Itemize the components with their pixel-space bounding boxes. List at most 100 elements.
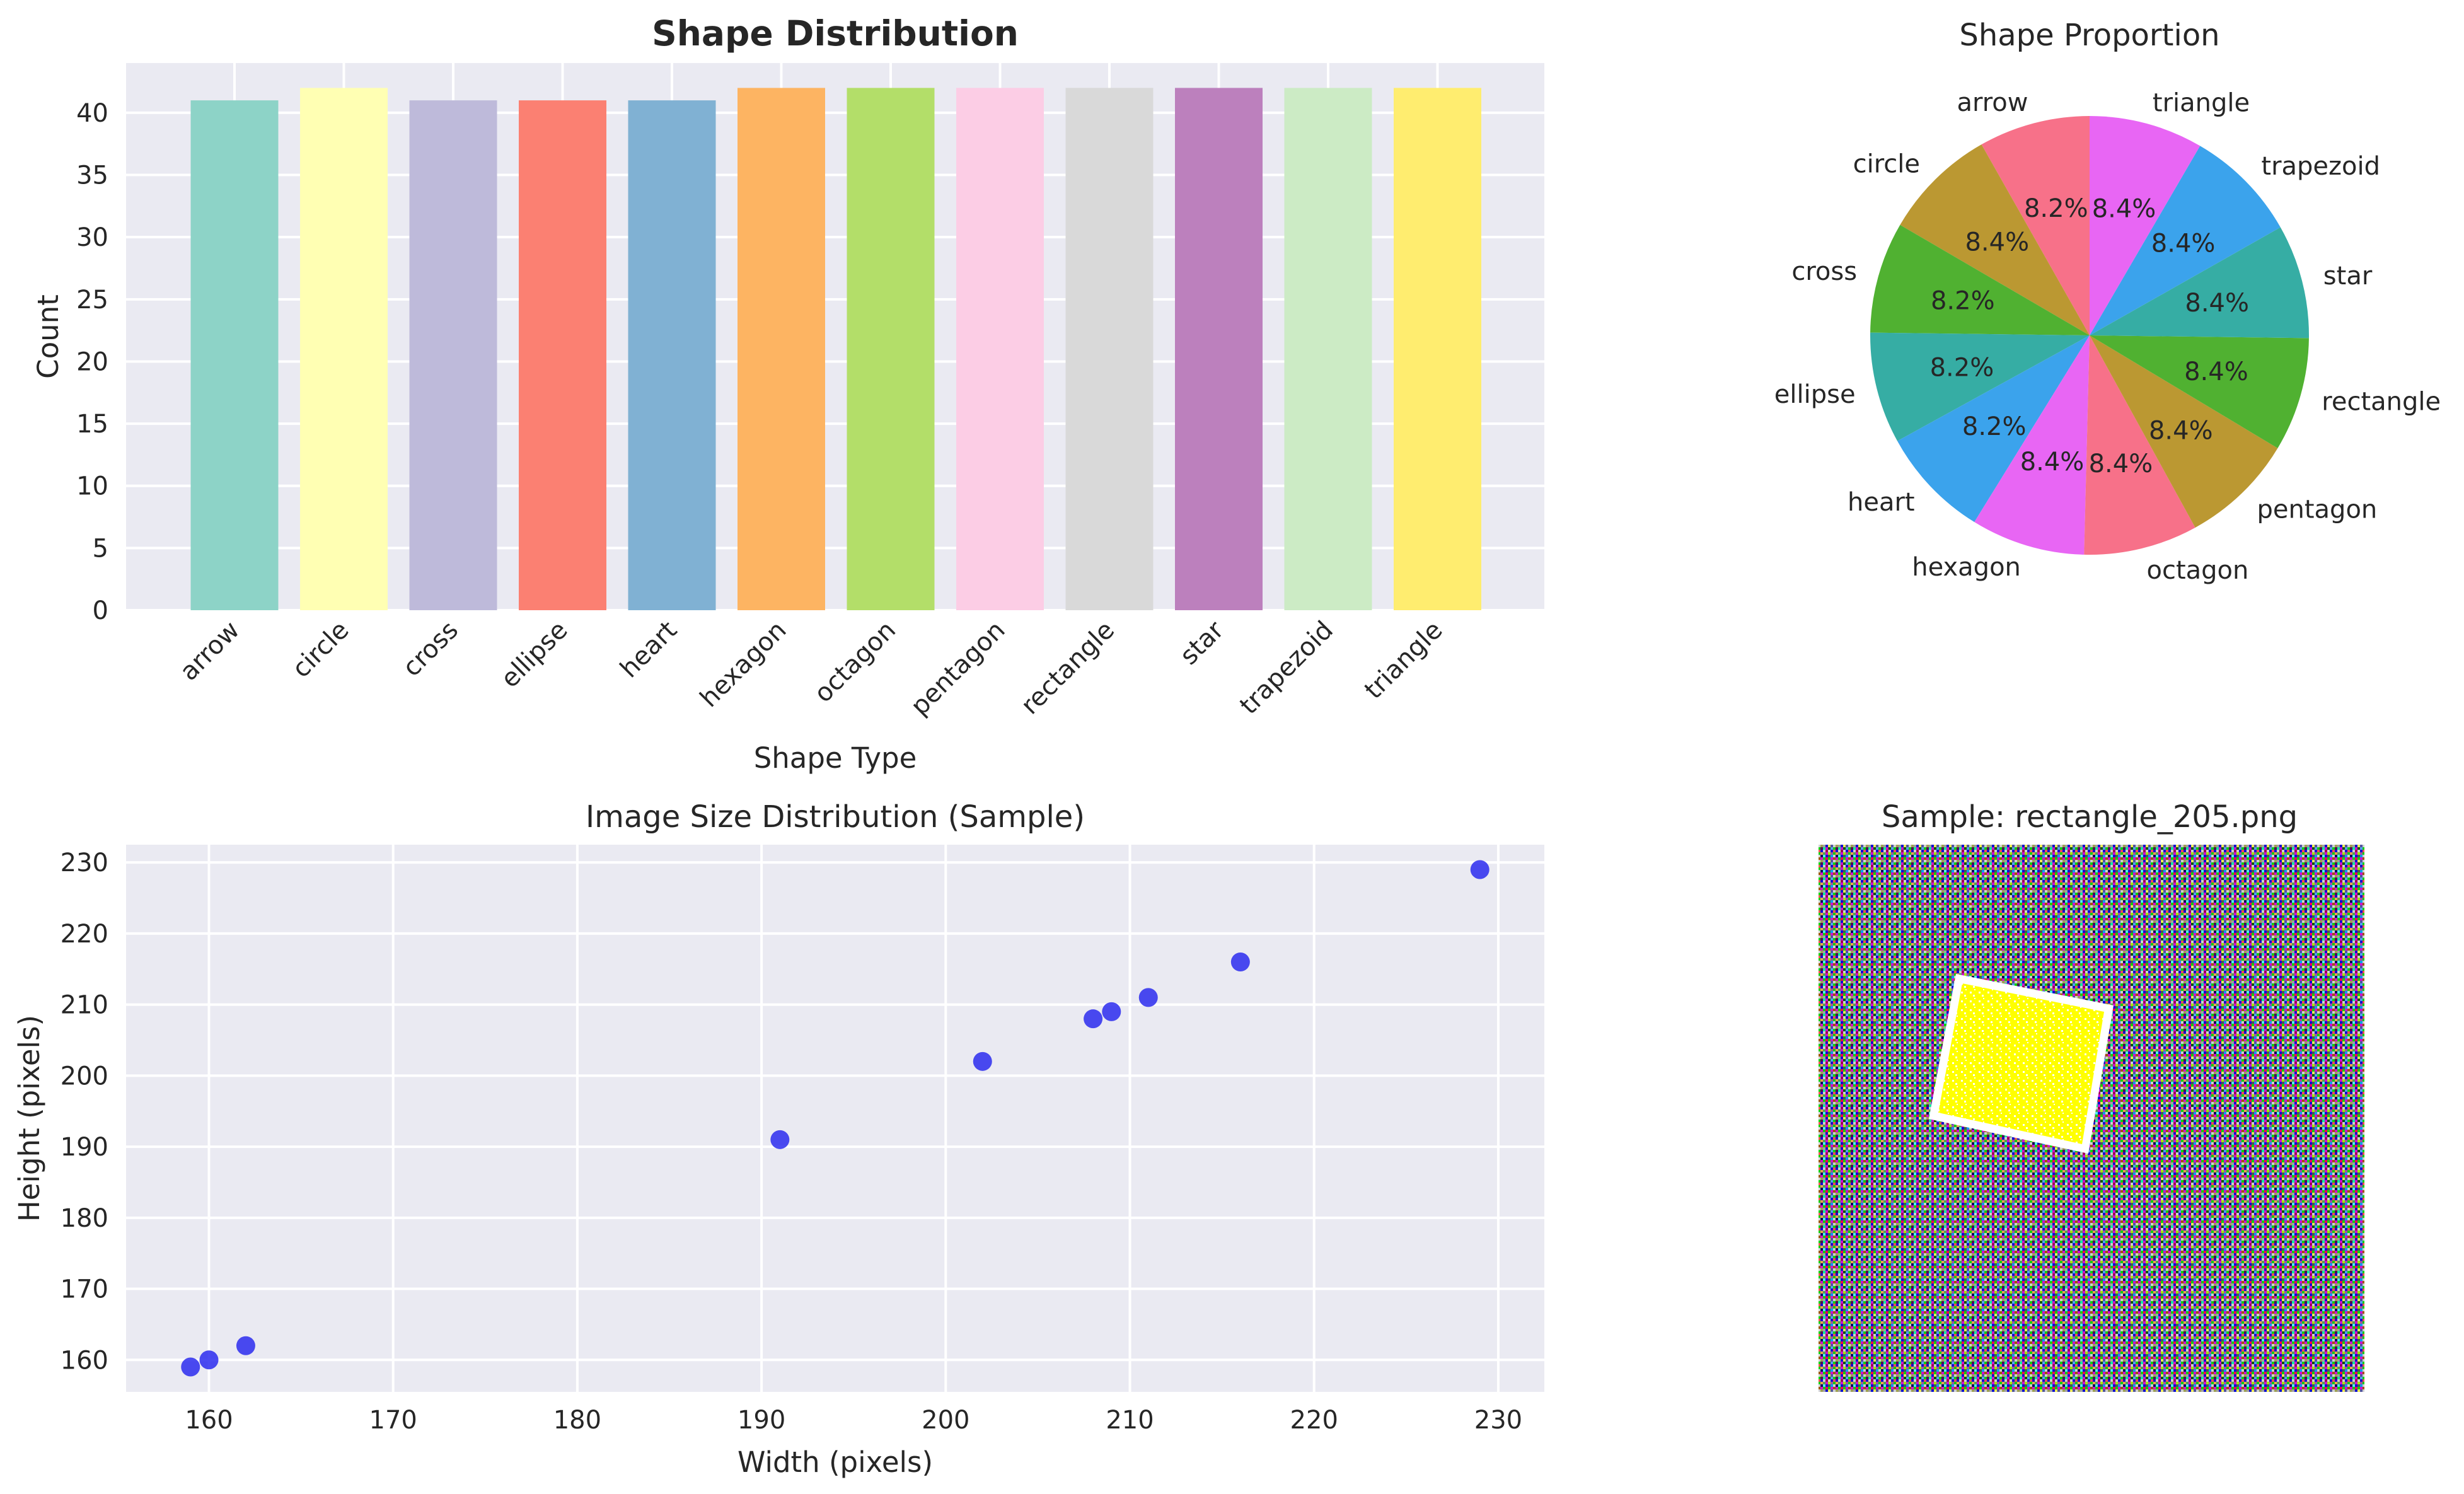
scatter-y-tick-label: 230 bbox=[61, 848, 108, 877]
pie-slice-cross bbox=[1870, 224, 2090, 335]
bar-x-tick-label: star bbox=[1174, 615, 1230, 671]
pie-percent-label: 8.4% bbox=[2185, 289, 2249, 318]
pie-label: heart bbox=[1848, 488, 1915, 517]
bar-octagon bbox=[847, 88, 935, 611]
scatter-x-tick-label: 190 bbox=[737, 1406, 785, 1435]
pie-label: cross bbox=[1791, 257, 1857, 286]
scatter-point bbox=[236, 1336, 255, 1355]
bar-x-ticks: arrow circle cross ellipse heart hexagon octag… bbox=[175, 615, 1449, 721]
bar-x-tick-label: hexagon bbox=[695, 616, 792, 714]
pie-percent-label: 8.4% bbox=[2020, 448, 2085, 477]
scatter-points bbox=[181, 860, 1489, 1377]
bar-y-ticks: 0 5 10 15 20 25 30 35 40 bbox=[76, 99, 108, 625]
scatter-point bbox=[1230, 953, 1250, 971]
scatter-point bbox=[1138, 988, 1158, 1007]
scatter-x-tick-label: 210 bbox=[1106, 1406, 1154, 1435]
pie-percent-labels: 8.2%8.4%8.2%8.2%8.2%8.4% 8.4%8.4%8.4%8.4%… bbox=[1930, 194, 2249, 478]
pie-slice-octagon bbox=[2084, 335, 2195, 555]
scatter-point bbox=[199, 1350, 219, 1370]
pie-slice-ellipse bbox=[1870, 332, 2090, 441]
bar-x-tick-label: cross bbox=[397, 616, 464, 683]
bar-circle bbox=[300, 88, 388, 611]
sample-image-title: Sample: rectangle_205.png bbox=[1882, 799, 2298, 835]
bar-y-tick-label: 0 bbox=[93, 596, 108, 625]
pie-slice-arrow bbox=[1981, 116, 2090, 335]
scatter-gridlines bbox=[126, 845, 1544, 1392]
sample-rectangle-fill bbox=[1938, 983, 2104, 1144]
scatter-point bbox=[973, 1051, 992, 1071]
scatter-y-tick-label: 170 bbox=[61, 1275, 108, 1304]
pie-percent-label: 8.2% bbox=[2024, 194, 2088, 223]
scatter-y-tick-label: 200 bbox=[61, 1062, 108, 1091]
pie-label: arrow bbox=[1957, 88, 2028, 117]
bar-y-tick-label: 25 bbox=[76, 286, 108, 315]
pie-percent-label: 8.4% bbox=[2151, 229, 2216, 258]
bar-y-tick-label: 5 bbox=[93, 534, 108, 563]
bar-y-axis-label: Count bbox=[32, 294, 65, 379]
bar-triangle bbox=[1394, 88, 1481, 611]
scatter-x-ticks: 160 170 180 190 200 210 220 230 bbox=[185, 1406, 1522, 1435]
pie-label: octagon bbox=[2147, 556, 2249, 585]
scatter-y-ticks: 160 170 180 190 200 210 220 230 bbox=[61, 848, 108, 1375]
pie-label: triangle bbox=[2153, 89, 2250, 118]
bar-x-tick-label: octagon bbox=[809, 616, 901, 709]
bar-star bbox=[1175, 88, 1263, 611]
pie-percent-label: 8.2% bbox=[1931, 286, 1995, 315]
bar-x-axis-label: Shape Type bbox=[754, 741, 917, 775]
scatter-x-tick-label: 200 bbox=[922, 1406, 969, 1435]
sample-image-panel: Sample: rectangle_205.png bbox=[1819, 799, 2364, 1392]
pie-label: hexagon bbox=[1912, 553, 2021, 582]
pie-label: circle bbox=[1853, 150, 1920, 179]
pie-label: pentagon bbox=[2257, 495, 2378, 524]
pie-slices bbox=[1870, 116, 2309, 555]
bar-x-tick-label: triangle bbox=[1359, 616, 1449, 705]
pie-slice-heart bbox=[1897, 335, 2090, 523]
bar-y-tick-label: 20 bbox=[76, 347, 108, 376]
pie-slice-hexagon bbox=[1974, 335, 2090, 555]
scatter-x-tick-label: 160 bbox=[185, 1406, 233, 1435]
pie-slice-circle bbox=[1900, 144, 2090, 335]
scatter-plot-area bbox=[126, 845, 1544, 1392]
pie-slice-trapezoid bbox=[2090, 146, 2281, 335]
pie-percent-label: 8.4% bbox=[2184, 357, 2248, 386]
bar-trapezoid bbox=[1284, 88, 1372, 611]
scatter-chart-title: Image Size Distribution (Sample) bbox=[586, 799, 1085, 835]
pie-percent-label: 8.4% bbox=[2149, 416, 2213, 445]
bar-y-tick-label: 10 bbox=[76, 472, 108, 501]
pie-percent-label: 8.4% bbox=[2092, 194, 2156, 223]
pie-slice-triangle bbox=[2090, 116, 2201, 335]
bar-cross bbox=[409, 100, 497, 610]
pie-label: ellipse bbox=[1774, 380, 1856, 409]
scatter-point bbox=[770, 1130, 790, 1149]
pie-chart-title: Shape Proportion bbox=[1959, 18, 2219, 53]
bar-series bbox=[190, 88, 1481, 611]
pie-percent-label: 8.2% bbox=[1962, 412, 2027, 441]
pie-slice-rectangle bbox=[2090, 335, 2309, 449]
scatter-point bbox=[1084, 1009, 1103, 1029]
bar-x-tick-label: pentagon bbox=[905, 616, 1010, 721]
bar-hexagon bbox=[737, 88, 825, 611]
scatter-y-tick-label: 190 bbox=[61, 1133, 108, 1162]
scatter-point bbox=[181, 1357, 200, 1377]
scatter-y-tick-label: 160 bbox=[61, 1346, 108, 1375]
bar-rectangle bbox=[1065, 88, 1154, 611]
pie-percent-label: 8.2% bbox=[1930, 354, 1994, 383]
pie-label: star bbox=[2323, 262, 2373, 291]
bar-heart bbox=[628, 100, 716, 610]
scatter-x-tick-label: 230 bbox=[1474, 1406, 1522, 1435]
scatter-chart-panel: 160 170 180 190 200 210 220 230 160 170 180 190 200… bbox=[13, 799, 1544, 1479]
bar-ellipse bbox=[519, 100, 606, 610]
scatter-x-tick-label: 170 bbox=[369, 1406, 417, 1435]
bar-x-tick-label: circle bbox=[287, 616, 355, 684]
pie-label: trapezoid bbox=[2261, 152, 2380, 181]
pie-labels: arrow circle cross ellipse heart hexagon octag… bbox=[1774, 88, 2441, 585]
scatter-point bbox=[1102, 1002, 1121, 1021]
pie-slice-pentagon bbox=[2090, 335, 2278, 528]
bar-arrow bbox=[190, 100, 279, 610]
scatter-x-axis-label: Width (pixels) bbox=[737, 1445, 933, 1479]
bar-x-tick-label: heart bbox=[615, 616, 683, 684]
pie-percent-label: 8.4% bbox=[1965, 228, 2029, 257]
scatter-x-tick-label: 180 bbox=[553, 1406, 601, 1435]
scatter-y-tick-label: 210 bbox=[61, 991, 108, 1020]
